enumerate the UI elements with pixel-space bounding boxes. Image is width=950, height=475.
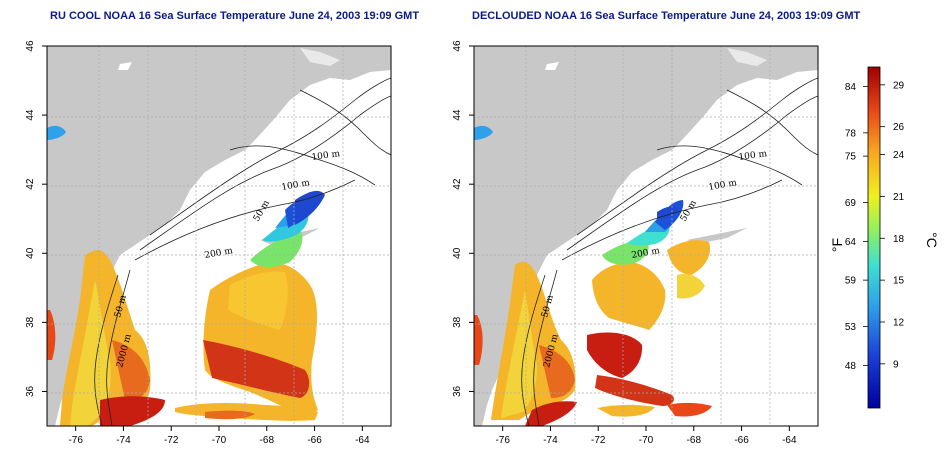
- colorbar-c-label: 21: [893, 192, 905, 203]
- colorbar-c-label: 24: [893, 150, 905, 161]
- colorbar: 84 78 75 69 64 59 53 48 29 26 24 21 18 15 12 9 °F °C: [829, 66, 940, 409]
- y-tick-label: 36: [452, 385, 463, 397]
- colorbar-c-label: 26: [893, 122, 905, 133]
- x-tick-label: -72: [591, 435, 606, 446]
- colorbar-c-label: 12: [893, 317, 905, 328]
- x-tick-label: -72: [164, 435, 179, 446]
- y-tick-label: 46: [25, 40, 36, 52]
- x-tick-label: -66: [307, 435, 322, 446]
- colorbar-f-label: 48: [845, 361, 857, 372]
- x-tick-label: -68: [260, 435, 275, 446]
- colorbar-f-label: 59: [845, 276, 857, 287]
- x-tick-label: -76: [68, 435, 83, 446]
- map-title-left: RU COOL NOAA 16 Sea Surface Temperature …: [50, 10, 420, 22]
- axes-left: -76 -74 -72 -70 -68 -66 -64 36 38 40 42 44 46: [25, 40, 370, 446]
- colorbar-c-label: 9: [893, 359, 899, 370]
- x-tick-label: -74: [543, 435, 558, 446]
- x-tick-label: -70: [212, 435, 227, 446]
- contour-label: 200 m: [204, 246, 234, 261]
- x-tick-label: -68: [687, 435, 702, 446]
- colorbar-c-label: 18: [893, 234, 905, 245]
- x-tick-label: -64: [355, 435, 370, 446]
- y-tick-label: 36: [25, 385, 36, 397]
- contour-label: 100 m: [708, 178, 738, 193]
- colorbar-f-label: 84: [845, 82, 857, 93]
- colorbar-c-label: 15: [893, 276, 905, 287]
- colorbar-gradient: [867, 66, 881, 409]
- map-panel-right: 100 m 100 m 50 m 200 m 50 m 2000 m -76 -7…: [452, 40, 819, 446]
- y-tick-label: 44: [452, 109, 463, 121]
- contour-label: 100 m: [281, 178, 311, 193]
- axes-right: -76 -74 -72 -70 -68 -66 -64 36 38 40 42 44 46: [452, 40, 797, 446]
- y-tick-label: 42: [25, 178, 36, 190]
- colorbar-c-label: 29: [893, 80, 905, 91]
- y-tick-label: 38: [452, 316, 463, 328]
- y-tick-label: 42: [452, 178, 463, 190]
- y-tick-label: 44: [25, 109, 36, 121]
- colorbar-f-label: 75: [845, 152, 857, 163]
- y-tick-label: 38: [25, 316, 36, 328]
- colorbar-f-label: 53: [845, 322, 857, 333]
- contour-label: 100 m: [311, 149, 341, 163]
- y-tick-label: 40: [25, 247, 36, 259]
- colorbar-f-label: 64: [845, 237, 857, 248]
- x-tick-label: -74: [116, 435, 131, 446]
- y-tick-label: 46: [452, 40, 463, 52]
- map-panel-left: 100 m 100 m 50 m 200 m 50 m 2000 m -76 -7…: [25, 40, 392, 446]
- celsius-unit-label: °C: [924, 232, 940, 248]
- x-tick-label: -76: [495, 435, 510, 446]
- colorbar-f-label: 78: [845, 128, 857, 139]
- sst-field: [474, 125, 712, 426]
- sst-field: [47, 125, 325, 426]
- fahrenheit-unit-label: °F: [829, 238, 845, 252]
- x-tick-label: -66: [734, 435, 749, 446]
- x-tick-label: -70: [639, 435, 654, 446]
- y-tick-label: 40: [452, 247, 463, 259]
- contour-label: 100 m: [738, 149, 768, 163]
- colorbar-ticks: 84 78 75 69 64 59 53 48 29 26 24 21 18 15 12 9: [845, 80, 905, 372]
- map-title-right: DECLOUDED NOAA 16 Sea Surface Temperatur…: [472, 10, 861, 22]
- x-tick-label: -64: [782, 435, 797, 446]
- colorbar-f-label: 69: [845, 198, 857, 209]
- contour-label: 200 m: [631, 246, 661, 261]
